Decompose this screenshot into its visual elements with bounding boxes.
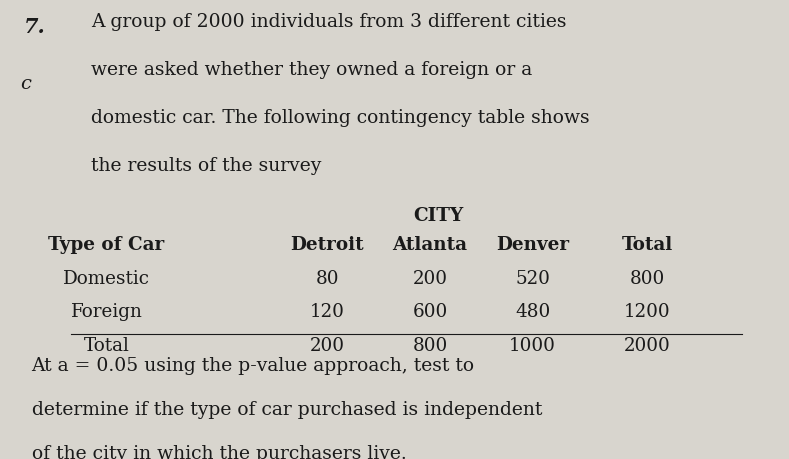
Text: 2000: 2000 bbox=[623, 336, 671, 354]
Text: 480: 480 bbox=[515, 303, 550, 321]
Text: domestic car. The following contingency table shows: domestic car. The following contingency … bbox=[91, 109, 589, 127]
Text: A group of 2000 individuals from 3 different cities: A group of 2000 individuals from 3 diffe… bbox=[91, 12, 567, 31]
Text: 600: 600 bbox=[413, 303, 447, 321]
Text: of the city in which the purchasers live.: of the city in which the purchasers live… bbox=[32, 445, 406, 459]
Text: 7.: 7. bbox=[24, 17, 46, 37]
Text: Foreign: Foreign bbox=[70, 303, 143, 321]
Text: Denver: Denver bbox=[496, 236, 569, 254]
Text: Total: Total bbox=[622, 236, 672, 254]
Text: At a = 0.05 using the p-value approach, test to: At a = 0.05 using the p-value approach, … bbox=[32, 358, 475, 375]
Text: Total: Total bbox=[84, 336, 129, 354]
Text: 120: 120 bbox=[310, 303, 345, 321]
Text: 200: 200 bbox=[310, 336, 345, 354]
Text: 200: 200 bbox=[413, 269, 447, 288]
Text: 800: 800 bbox=[630, 269, 664, 288]
Text: Detroit: Detroit bbox=[290, 236, 365, 254]
Text: 1000: 1000 bbox=[509, 336, 556, 354]
Text: Atlanta: Atlanta bbox=[392, 236, 468, 254]
Text: 800: 800 bbox=[413, 336, 447, 354]
Text: CITY: CITY bbox=[413, 207, 463, 225]
Text: c: c bbox=[20, 75, 31, 93]
Text: were asked whether they owned a foreign or a: were asked whether they owned a foreign … bbox=[91, 61, 532, 78]
Text: 80: 80 bbox=[316, 269, 339, 288]
Text: 1200: 1200 bbox=[623, 303, 671, 321]
Text: 520: 520 bbox=[515, 269, 550, 288]
Text: Type of Car: Type of Car bbox=[48, 236, 165, 254]
Text: the results of the survey: the results of the survey bbox=[91, 157, 321, 175]
Text: determine if the type of car purchased is independent: determine if the type of car purchased i… bbox=[32, 401, 542, 420]
Text: Domestic: Domestic bbox=[63, 269, 150, 288]
